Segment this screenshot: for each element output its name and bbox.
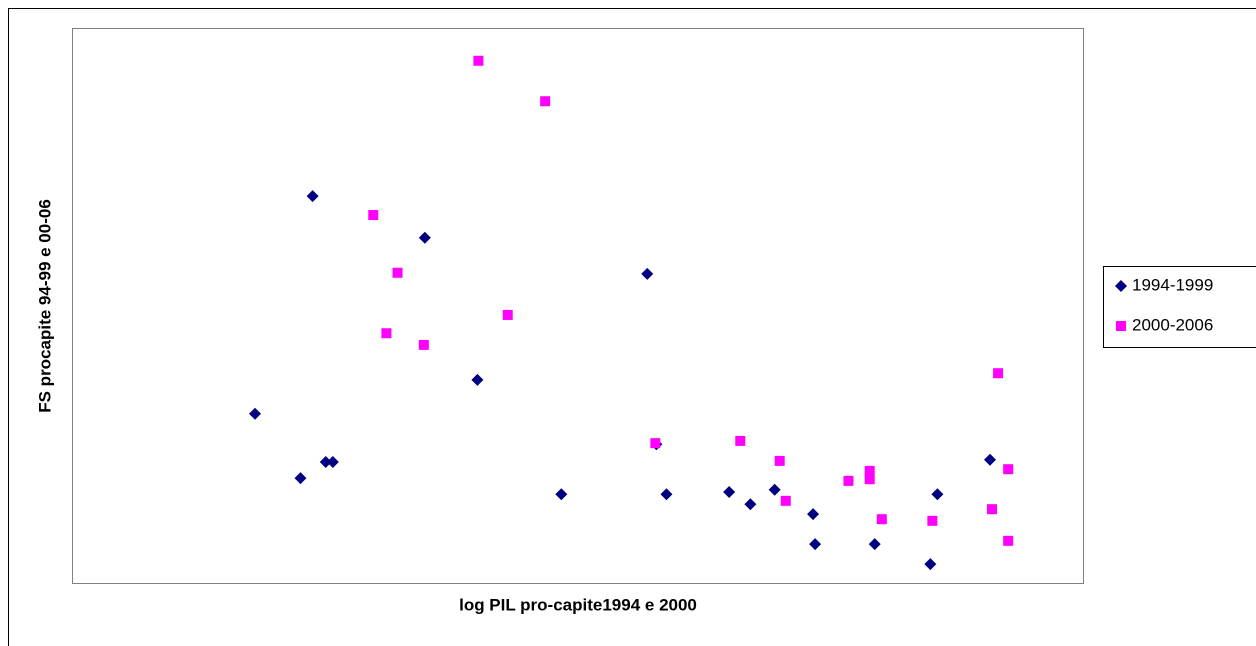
x-axis-title: log PIL pro-capite1994 e 2000 (459, 595, 697, 614)
point (660, 488, 673, 501)
point (471, 373, 484, 386)
point (809, 538, 822, 551)
point (993, 368, 1004, 379)
point (294, 472, 307, 485)
point (1003, 535, 1014, 546)
legend-marker (1115, 280, 1127, 292)
point (392, 267, 403, 278)
point (418, 339, 429, 350)
legend-label: 1994-1999 (1132, 275, 1213, 294)
point (735, 435, 746, 446)
legend (1103, 266, 1256, 348)
point (864, 465, 875, 476)
point (843, 475, 854, 486)
point (650, 438, 661, 449)
point (248, 407, 261, 420)
y-axis-title: FS procapite 94-99 e 00-06 (35, 199, 54, 413)
point (723, 485, 736, 498)
point (319, 456, 332, 469)
plot-area (72, 28, 1084, 584)
point (768, 483, 781, 496)
point (540, 96, 551, 107)
point (418, 231, 431, 244)
point (876, 514, 887, 525)
point (368, 210, 379, 221)
point (987, 504, 998, 515)
point (807, 508, 820, 521)
point (502, 309, 513, 320)
point (555, 488, 568, 501)
point (774, 455, 785, 466)
point (931, 488, 944, 501)
point (780, 495, 791, 506)
point (744, 498, 757, 511)
legend-marker (1116, 321, 1126, 331)
point (1003, 464, 1014, 475)
point (641, 267, 654, 280)
point (983, 453, 996, 466)
point (326, 456, 339, 469)
point (306, 190, 319, 203)
point (864, 474, 875, 485)
point (924, 558, 937, 571)
point (927, 515, 938, 526)
point (473, 55, 484, 66)
legend-label: 2000-2006 (1132, 315, 1213, 334)
point (868, 538, 881, 551)
point (381, 328, 392, 339)
